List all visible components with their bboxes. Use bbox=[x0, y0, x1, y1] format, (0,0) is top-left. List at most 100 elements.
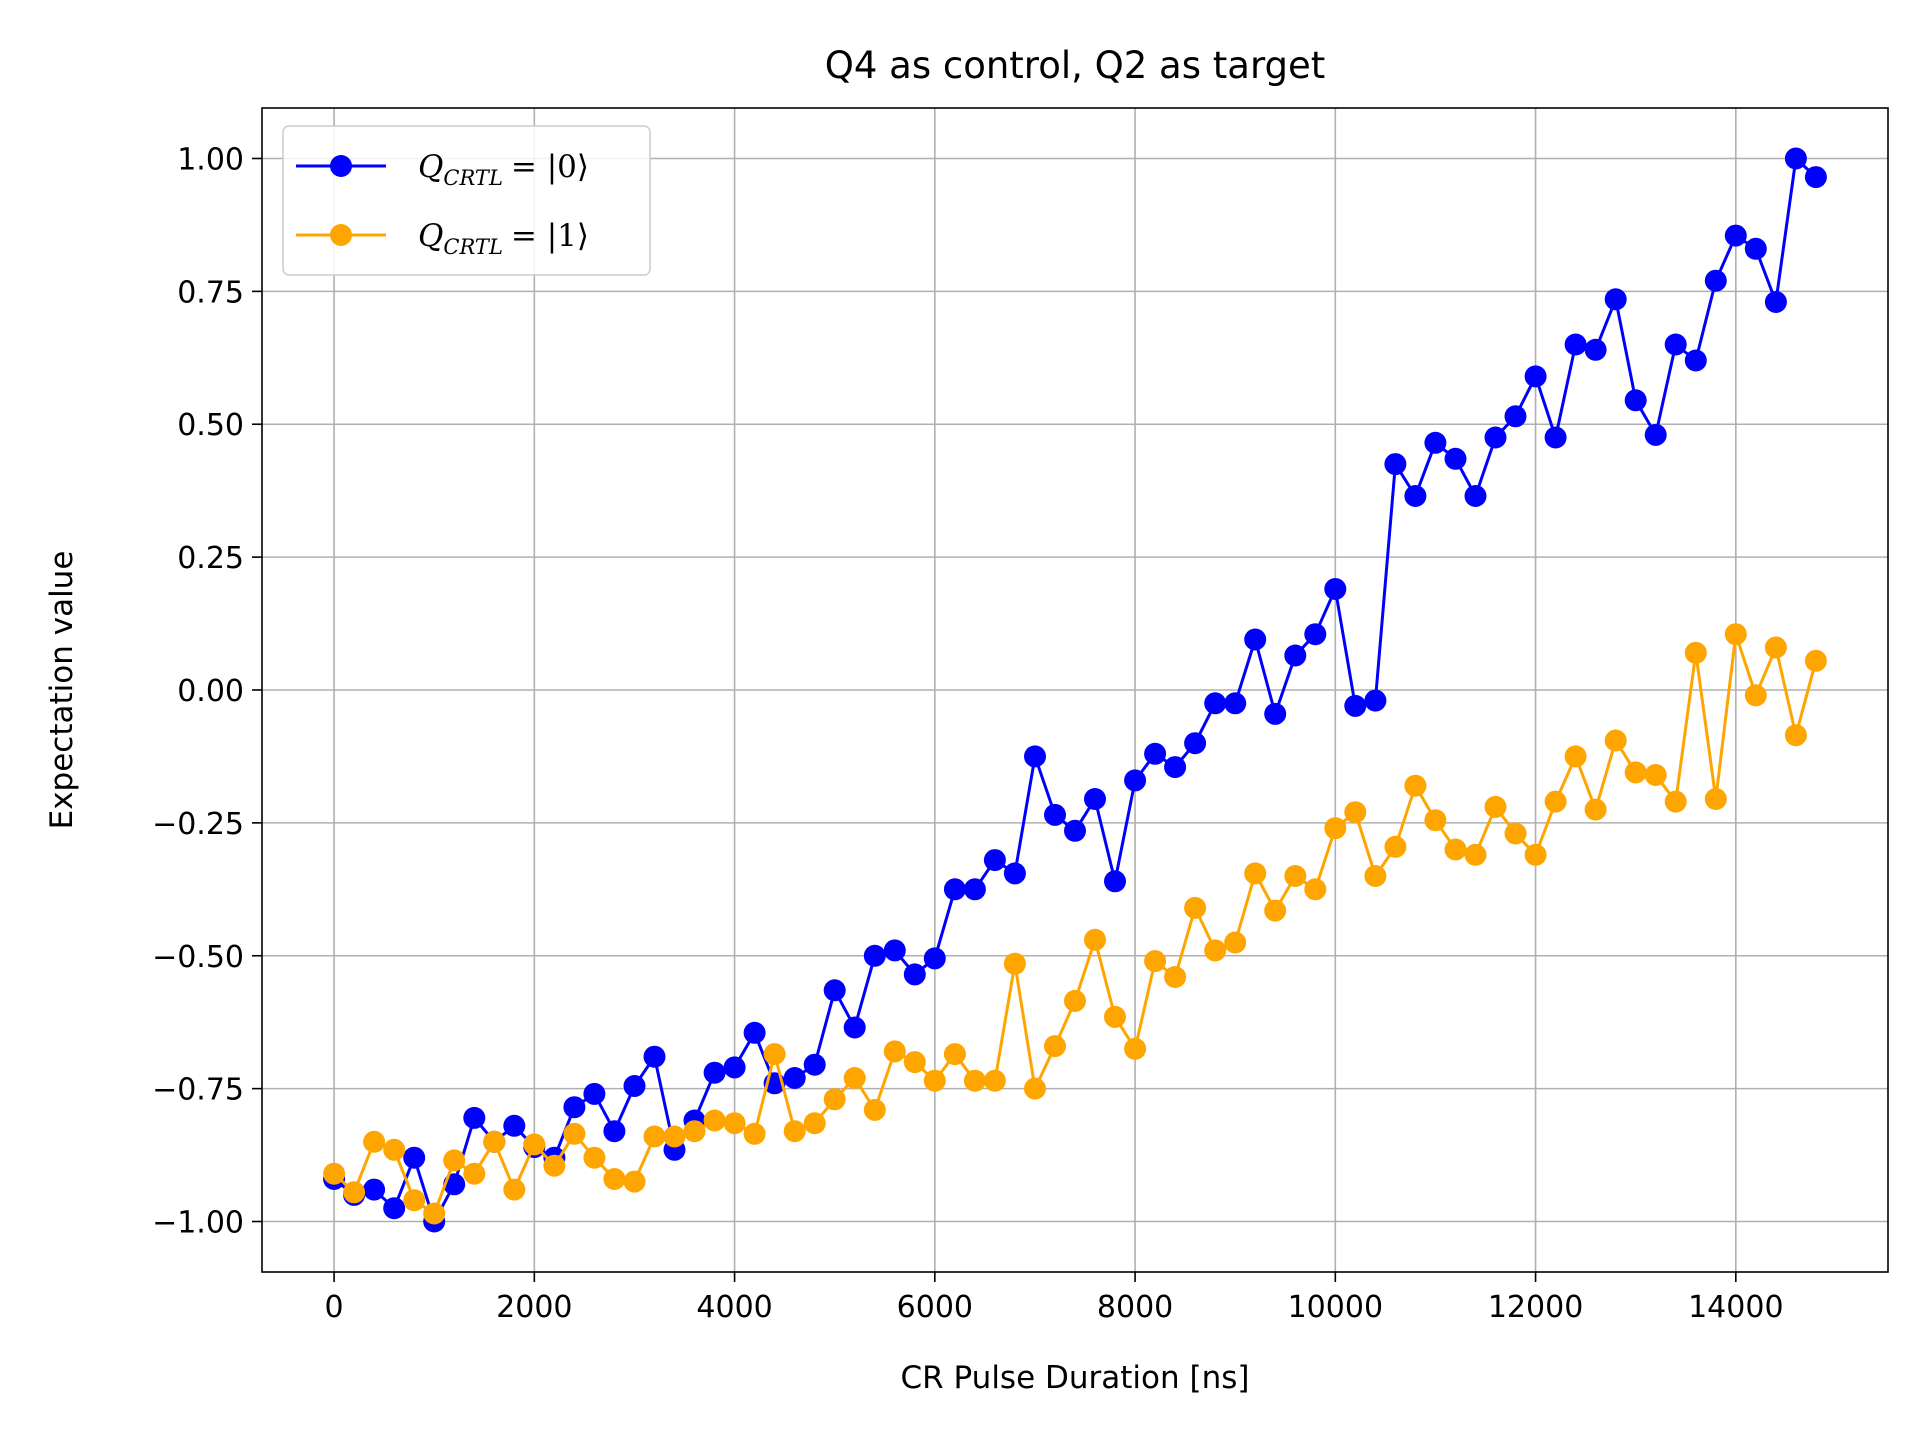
data-point bbox=[1484, 795, 1507, 818]
data-point bbox=[1284, 644, 1307, 667]
data-point bbox=[1664, 333, 1687, 356]
data-point bbox=[1704, 788, 1727, 810]
data-point bbox=[1484, 426, 1507, 449]
data-point bbox=[863, 1098, 886, 1121]
x-tick-label: 0 bbox=[325, 1290, 344, 1325]
data-point bbox=[1744, 684, 1767, 707]
data-point bbox=[463, 1106, 486, 1129]
data-point bbox=[923, 1069, 946, 1092]
data-point bbox=[923, 947, 946, 970]
data-point bbox=[1064, 989, 1086, 1012]
data-point bbox=[1384, 835, 1407, 858]
data-point bbox=[1024, 745, 1046, 768]
data-point bbox=[783, 1067, 806, 1089]
data-point bbox=[1564, 745, 1587, 768]
data-point bbox=[763, 1043, 786, 1066]
data-point bbox=[843, 1016, 866, 1039]
data-point bbox=[943, 1043, 966, 1066]
data-point bbox=[903, 1051, 926, 1074]
data-point bbox=[1564, 333, 1587, 356]
data-point bbox=[1344, 694, 1367, 717]
data-point bbox=[1624, 761, 1647, 784]
data-point bbox=[663, 1125, 686, 1148]
data-point bbox=[743, 1021, 766, 1044]
data-point bbox=[1084, 788, 1106, 810]
legend-q-1: Q bbox=[418, 218, 443, 254]
data-point bbox=[1104, 1005, 1126, 1028]
data-point bbox=[363, 1178, 386, 1201]
data-point bbox=[523, 1133, 546, 1156]
data-point bbox=[1804, 649, 1827, 672]
data-point bbox=[1644, 423, 1667, 446]
data-point bbox=[1144, 950, 1167, 973]
data-point bbox=[1684, 349, 1707, 372]
data-point bbox=[1084, 928, 1106, 951]
data-point bbox=[1584, 338, 1607, 361]
y-tick-label: −0.25 bbox=[152, 807, 244, 842]
legend-label-1: QCRTL = |1⟩ bbox=[418, 218, 589, 259]
legend-ket-0: = |0⟩ bbox=[511, 149, 589, 185]
data-point bbox=[1204, 939, 1227, 962]
legend-label-0: QCRTL = |0⟩ bbox=[418, 149, 589, 190]
data-point bbox=[1003, 862, 1026, 885]
data-point bbox=[1524, 365, 1547, 388]
data-point bbox=[1624, 389, 1647, 412]
data-point bbox=[1424, 431, 1447, 454]
data-point bbox=[323, 1162, 346, 1185]
data-point bbox=[1644, 764, 1667, 786]
data-point bbox=[1544, 790, 1567, 813]
legend-q-0: Q bbox=[418, 149, 443, 185]
data-point bbox=[1664, 790, 1687, 813]
data-point bbox=[483, 1130, 506, 1153]
data-point bbox=[1504, 405, 1527, 428]
y-tick-label: 0.75 bbox=[177, 275, 244, 310]
y-tick-label: 0.00 bbox=[177, 674, 244, 709]
data-point bbox=[1604, 288, 1627, 311]
data-point bbox=[643, 1125, 666, 1148]
data-point bbox=[1504, 822, 1527, 845]
data-point bbox=[1464, 843, 1487, 866]
data-point bbox=[1304, 623, 1327, 646]
legend-marker-1 bbox=[330, 224, 352, 246]
data-point bbox=[643, 1045, 666, 1068]
data-point bbox=[1184, 732, 1207, 755]
data-point bbox=[1704, 269, 1727, 292]
data-point bbox=[983, 1069, 1006, 1092]
data-point bbox=[1804, 166, 1827, 189]
x-tick-label: 4000 bbox=[696, 1290, 772, 1325]
data-point bbox=[743, 1122, 766, 1145]
data-point bbox=[1284, 865, 1307, 887]
y-tick-label: −0.50 bbox=[152, 940, 244, 975]
data-point bbox=[723, 1056, 746, 1079]
series-layer bbox=[323, 147, 1827, 1233]
y-tick-label: 1.00 bbox=[177, 142, 244, 177]
x-tick-label: 2000 bbox=[496, 1290, 572, 1325]
data-point bbox=[1724, 623, 1747, 646]
data-point bbox=[1264, 702, 1287, 725]
data-point bbox=[443, 1149, 466, 1172]
data-point bbox=[583, 1146, 606, 1169]
data-point bbox=[963, 1069, 986, 1092]
data-point bbox=[1764, 291, 1787, 313]
chart-title: Q4 as control, Q2 as target bbox=[825, 44, 1326, 87]
data-point bbox=[1324, 817, 1347, 840]
data-point bbox=[843, 1067, 866, 1089]
data-point bbox=[863, 944, 886, 967]
x-tick-label: 12000 bbox=[1488, 1290, 1583, 1325]
data-point bbox=[1684, 641, 1707, 664]
legend: QCRTL = |0⟩ QCRTL = |1⟩ bbox=[282, 125, 651, 276]
data-point bbox=[703, 1109, 726, 1132]
data-point bbox=[1204, 692, 1227, 715]
data-point bbox=[1464, 485, 1487, 507]
data-point bbox=[1364, 865, 1387, 887]
data-point bbox=[1444, 838, 1467, 861]
data-point bbox=[603, 1168, 626, 1190]
series-1 bbox=[323, 623, 1827, 1225]
data-point bbox=[343, 1181, 366, 1204]
data-point bbox=[1164, 966, 1187, 988]
data-point bbox=[963, 878, 986, 901]
data-point bbox=[463, 1162, 486, 1185]
y-tick-label: 0.25 bbox=[177, 541, 244, 576]
y-tick-label: −0.75 bbox=[152, 1073, 244, 1108]
